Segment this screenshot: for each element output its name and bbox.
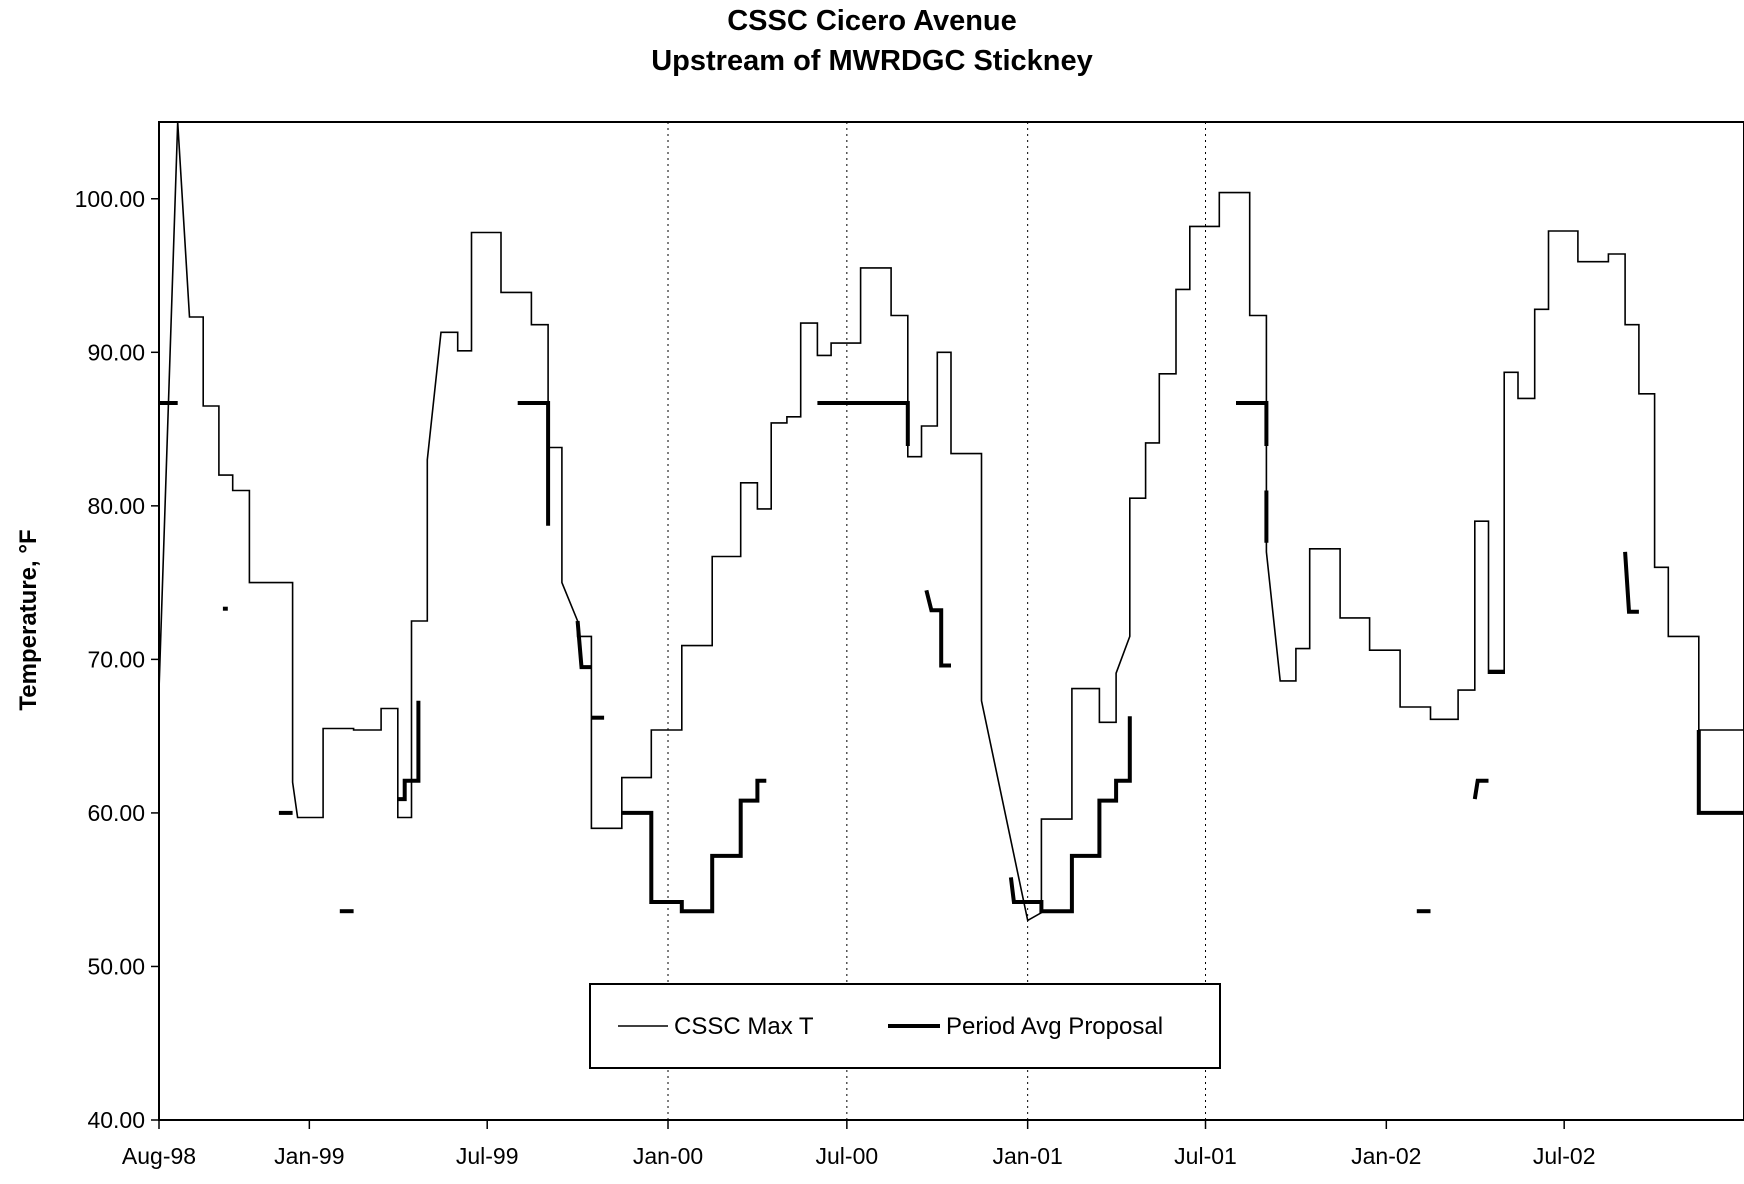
x-tick-label: Jul-99 bbox=[456, 1143, 519, 1169]
x-tick-label: Jan-99 bbox=[274, 1143, 344, 1169]
y-tick-label: 50.00 bbox=[87, 953, 145, 979]
series-period-avg-segment bbox=[517, 401, 551, 526]
y-tick-label: 60.00 bbox=[87, 800, 145, 826]
chart-subtitle: Upstream of MWRDGC Stickney bbox=[651, 45, 1093, 77]
x-tick-label: Jul-00 bbox=[816, 1143, 879, 1169]
plot-area bbox=[158, 121, 1744, 1121]
series-period-avg-segment bbox=[1472, 778, 1489, 800]
series-period-avg-segment bbox=[1236, 401, 1269, 446]
series-cssc-max-t bbox=[159, 122, 1744, 922]
y-tick-label: 100.00 bbox=[75, 186, 145, 212]
chart-title: CSSC Cicero Avenue bbox=[727, 5, 1017, 37]
series-period-avg-segment bbox=[1696, 730, 1744, 815]
x-tick-label: Jul-02 bbox=[1533, 1143, 1596, 1169]
series-period-avg-segment bbox=[1623, 551, 1639, 614]
series-period-avg-segment bbox=[575, 620, 592, 670]
y-axis: 40.00 50.00 60.00 70.00 80.00 90.00 100.00 bbox=[75, 186, 159, 1133]
series-period-avg-segment bbox=[397, 700, 421, 802]
x-tick-label: Jan-01 bbox=[992, 1143, 1062, 1169]
reference-lines bbox=[667, 122, 1207, 1120]
y-tick-label: 70.00 bbox=[87, 646, 145, 672]
legend-label-max-t: CSSC Max T bbox=[674, 1013, 814, 1040]
x-axis: Aug-98 Jan-99 Jul-99 Jan-00 Jul-00 Jan-01 Jul-… bbox=[122, 1120, 1596, 1169]
y-tick-label: 90.00 bbox=[87, 339, 145, 365]
x-tick-label: Jan-00 bbox=[633, 1143, 703, 1169]
y-axis-label: Temperature, °F bbox=[15, 529, 42, 710]
legend: CSSC Max T Period Avg Proposal bbox=[589, 983, 1221, 1069]
x-tick-label: Aug-98 bbox=[122, 1143, 196, 1169]
y-tick-label: 40.00 bbox=[87, 1107, 145, 1133]
series-period-avg-segment bbox=[621, 778, 767, 914]
y-tick-label: 80.00 bbox=[87, 493, 145, 519]
series-period-avg-segment bbox=[817, 401, 910, 446]
series-period-avg-segment bbox=[1008, 716, 1132, 914]
x-tick-label: Jan-02 bbox=[1351, 1143, 1421, 1169]
legend-label-period-avg: Period Avg Proposal bbox=[946, 1013, 1163, 1040]
x-tick-label: Jul-01 bbox=[1174, 1143, 1237, 1169]
series-layer bbox=[159, 122, 1744, 922]
series-period-avg-segment bbox=[924, 589, 951, 668]
